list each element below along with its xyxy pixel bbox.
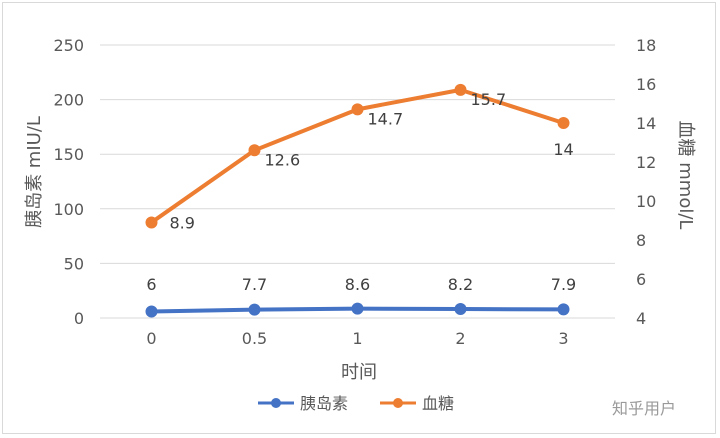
right-tick-label-5: 14 — [636, 114, 656, 133]
series-1-point-4 — [557, 117, 570, 129]
series-0-point-2 — [351, 302, 364, 315]
left-tick-label-3: 150 — [53, 145, 84, 164]
x-tick-label-0: 0 — [146, 329, 156, 348]
series-1-data-label-0: 8.9 — [170, 213, 195, 232]
left-axis-ticks: 0 50 100 150 200 250 — [53, 36, 84, 328]
left-tick-label-2: 100 — [53, 200, 84, 219]
series-0-data-label-3: 8.2 — [448, 275, 473, 294]
watermark: 知乎用户 — [612, 399, 676, 418]
left-axis-title: 胰岛素 mIU/L — [24, 116, 45, 228]
left-tick-label-4: 200 — [53, 91, 84, 110]
legend-label-glucose: 血糖 — [422, 394, 454, 413]
series-0-data-label-0: 6 — [146, 275, 156, 294]
series-1-data-label-4: 14 — [553, 140, 573, 159]
x-tick-label-2: 1 — [352, 329, 362, 348]
x-axis-title: 时间 — [341, 362, 377, 383]
series-1-data-label-1: 12.6 — [265, 150, 301, 169]
left-tick-label-1: 50 — [64, 254, 84, 273]
series-0-data-label-4: 7.9 — [551, 275, 576, 294]
legend-marker-glucose — [393, 398, 403, 408]
series-1-point-3 — [454, 83, 467, 96]
series-0-data-label-1: 7.7 — [242, 275, 267, 294]
series-0-point-0 — [145, 305, 158, 318]
x-axis-ticks: 0 0.5 1 2 3 — [146, 329, 568, 348]
right-tick-label-6: 16 — [636, 75, 656, 94]
right-tick-label-4: 12 — [636, 153, 656, 172]
series-1-point-2 — [351, 103, 364, 116]
left-tick-label-5: 250 — [53, 36, 84, 55]
series-0-point-4 — [557, 303, 570, 316]
legend-label-insulin: 胰岛素 — [300, 394, 348, 413]
series-0-point-1 — [248, 303, 261, 316]
x-tick-label-1: 0.5 — [242, 329, 267, 348]
left-tick-label-0: 0 — [74, 309, 84, 328]
right-axis-ticks: 4 6 8 10 12 14 16 18 — [636, 36, 656, 328]
right-tick-label-2: 8 — [636, 231, 646, 250]
chart-frame — [2, 2, 716, 434]
legend-marker-insulin — [271, 398, 281, 408]
legend: 胰岛素 血糖 — [258, 394, 454, 413]
right-axis-title: 血糖 mmol/L — [675, 121, 696, 230]
series-1-point-0 — [145, 216, 158, 229]
right-tick-label-0: 4 — [636, 309, 646, 328]
right-tick-label-1: 6 — [636, 270, 646, 289]
series-1-data-label-2: 14.7 — [368, 109, 404, 128]
right-tick-label-7: 18 — [636, 36, 656, 55]
right-tick-label-3: 10 — [636, 192, 656, 211]
series-1-point-1 — [248, 144, 261, 157]
gridlines — [100, 44, 615, 319]
series-layer — [145, 83, 570, 318]
series-0-data-label-2: 8.6 — [345, 275, 370, 294]
series-1-data-label-3: 15.7 — [471, 90, 507, 109]
series-0-point-3 — [454, 303, 467, 316]
x-tick-label-3: 2 — [455, 329, 465, 348]
x-tick-label-4: 3 — [558, 329, 568, 348]
data-labels: 6 7.7 8.6 8.2 7.9 8.9 12.6 14.7 15.7 14 — [146, 90, 576, 294]
